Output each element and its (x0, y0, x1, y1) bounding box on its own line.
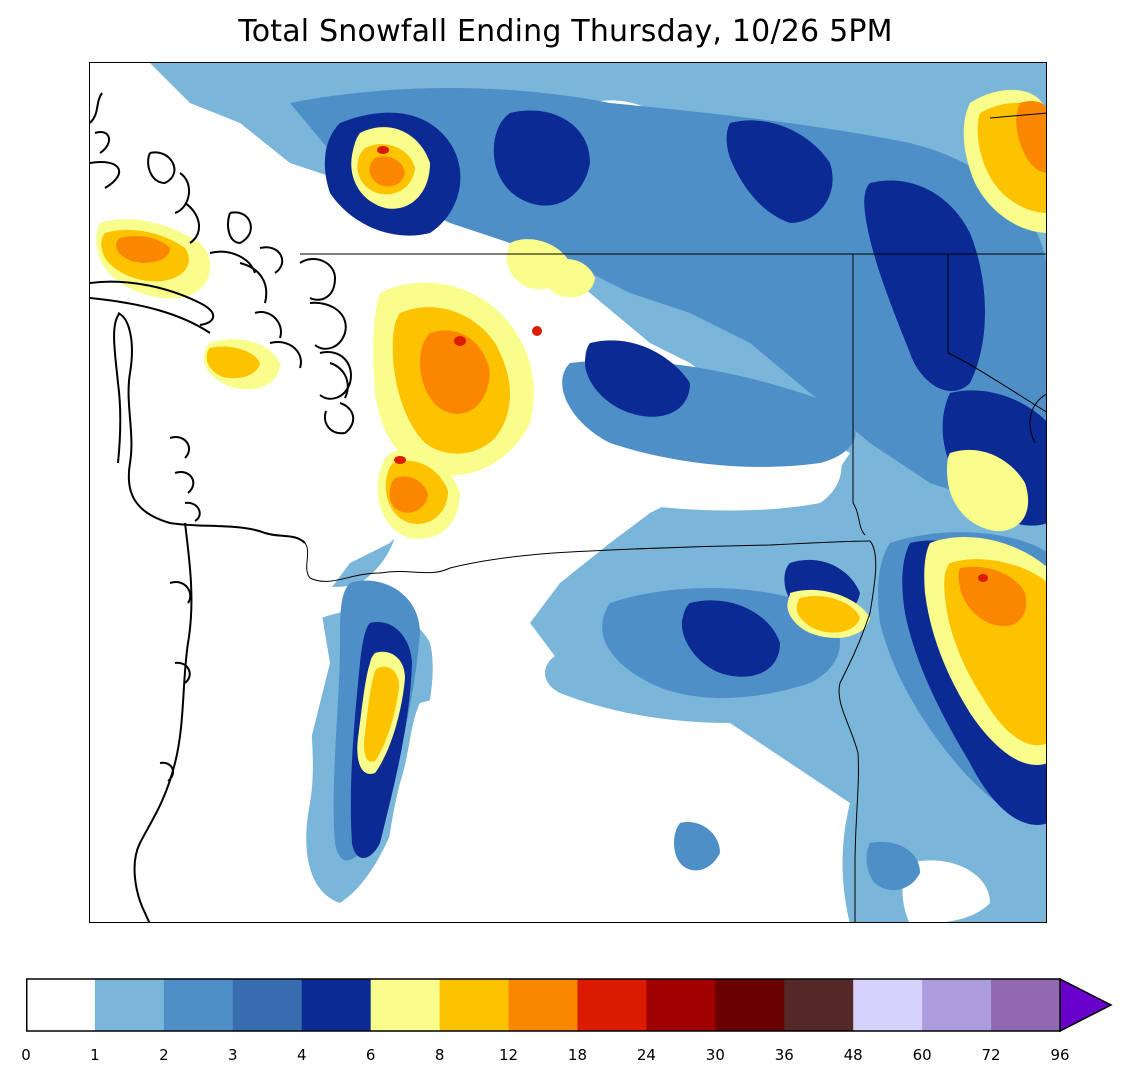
colorbar-extend-arrow (1059, 978, 1113, 1033)
colorbar-cell-3 (232, 979, 303, 1031)
colorbar-cell-14 (991, 979, 1061, 1031)
colorbar-tick-3: 3 (228, 1046, 238, 1064)
colorbar-cell-4 (301, 979, 372, 1031)
map-title: Total Snowfall Ending Thursday, 10/26 5P… (238, 14, 893, 49)
colorbar-tick-12: 48 (843, 1046, 863, 1064)
coastline (90, 92, 355, 922)
colorbar (26, 978, 1113, 1033)
colorbar-tick-10: 30 (705, 1046, 725, 1064)
colorbar-cell-9 (646, 979, 716, 1031)
colorbar-cell-13 (922, 979, 992, 1031)
colorbar-tick-11: 36 (774, 1046, 794, 1064)
colorbar-tick-6: 8 (434, 1046, 445, 1064)
colorbar-cell-7 (508, 979, 578, 1031)
colorbar-tick-4: 4 (296, 1046, 307, 1064)
snow-contour-18in (377, 146, 988, 582)
state-borders (300, 112, 1046, 922)
colorbar-cell-0 (26, 979, 96, 1031)
colorbar-tick-14: 72 (981, 1046, 1001, 1064)
colorbar-cell-5 (370, 979, 441, 1031)
snow-free-area (90, 100, 990, 922)
colorbar-tick-5: 6 (365, 1046, 376, 1064)
colorbar-tick-9: 24 (636, 1046, 656, 1064)
colorbar-cell-1 (94, 979, 165, 1031)
colorbar-cell-6 (439, 979, 510, 1031)
colorbar-cell-8 (577, 979, 647, 1031)
snowfall-map (89, 62, 1047, 923)
colorbar-cell-2 (163, 979, 234, 1031)
colorbar-tick-2: 2 (159, 1046, 169, 1064)
colorbar-tick-1: 1 (90, 1046, 100, 1064)
colorbar-cell-10 (715, 979, 785, 1031)
colorbar-cell-12 (853, 979, 923, 1031)
colorbar-tick-7: 12 (498, 1046, 519, 1064)
colorbar-tick-8: 18 (567, 1046, 587, 1064)
colorbar-outline (26, 978, 1061, 1032)
colorbar-tick-labels: 0 1 2 3 4 6 8 12 18 24 30 36 48 60 72 96 (0, 1046, 1131, 1072)
colorbar-tick-0: 0 (21, 1046, 31, 1064)
snow-contour-12in (116, 101, 1046, 627)
colorbar-cell-11 (784, 979, 854, 1031)
colorbar-tick-15: 96 (1050, 1046, 1070, 1064)
colorbar-tick-13: 60 (912, 1046, 932, 1064)
